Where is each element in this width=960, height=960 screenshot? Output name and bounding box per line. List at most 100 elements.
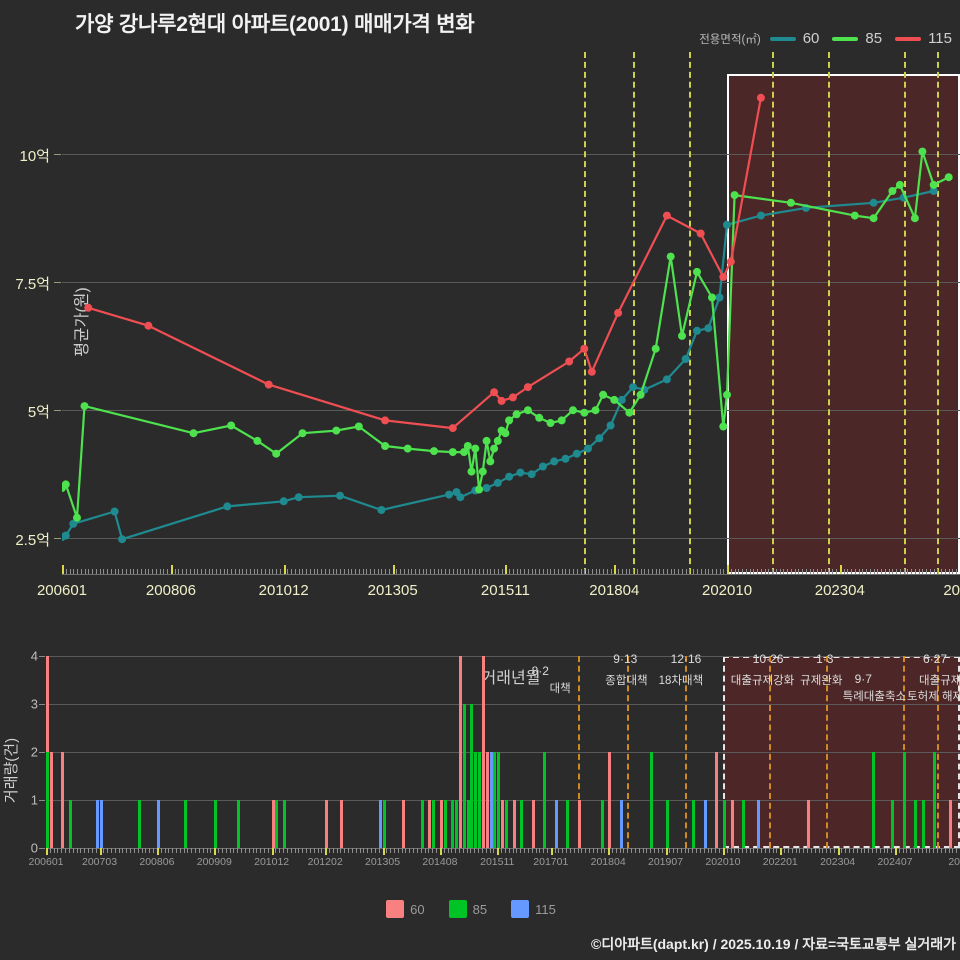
volume-bar[interactable] <box>715 752 719 848</box>
volume-bar[interactable] <box>401 800 405 848</box>
volume-bar[interactable] <box>459 656 463 848</box>
volume-bar[interactable] <box>283 800 287 848</box>
volume-bar[interactable] <box>757 800 761 848</box>
volume-bar[interactable] <box>466 800 470 848</box>
price-point-60[interactable] <box>223 502 232 511</box>
price-point-115[interactable] <box>523 383 532 392</box>
price-point-115[interactable] <box>614 308 623 317</box>
price-point-60[interactable] <box>715 293 724 302</box>
price-point-85[interactable] <box>651 344 660 353</box>
price-point-85[interactable] <box>546 419 555 427</box>
price-point-85[interactable] <box>490 444 499 453</box>
volume-bar[interactable] <box>512 800 516 848</box>
price-point-60[interactable] <box>279 497 288 506</box>
volume-bar[interactable] <box>68 800 72 848</box>
volume-legend-label-85[interactable]: 85 <box>472 901 488 917</box>
price-point-85[interactable] <box>80 402 89 411</box>
price-point-60[interactable] <box>704 324 713 333</box>
volume-bar[interactable] <box>600 800 604 848</box>
volume-bar[interactable] <box>378 800 382 848</box>
volume-bar[interactable] <box>608 752 612 848</box>
volume-bar[interactable] <box>531 800 535 848</box>
volume-bar[interactable] <box>95 800 99 848</box>
price-point-85[interactable] <box>610 395 619 404</box>
volume-bar[interactable] <box>481 656 485 848</box>
volume-bar[interactable] <box>439 800 443 848</box>
volume-bar[interactable] <box>543 752 547 848</box>
price-point-60[interactable] <box>445 490 453 499</box>
legend-label-115[interactable]: 115 <box>928 30 952 47</box>
price-point-85[interactable] <box>403 444 412 453</box>
price-point-85[interactable] <box>62 484 66 492</box>
price-point-85[interactable] <box>227 421 236 430</box>
volume-bar[interactable] <box>948 800 952 848</box>
price-point-60[interactable] <box>69 519 78 528</box>
volume-bar[interactable] <box>420 800 424 848</box>
volume-bar[interactable] <box>501 800 505 848</box>
volume-bar[interactable] <box>891 800 895 848</box>
volume-bar[interactable] <box>504 800 508 848</box>
price-point-85[interactable] <box>535 413 544 422</box>
price-point-85[interactable] <box>253 436 262 445</box>
price-point-85[interactable] <box>381 442 390 450</box>
price-point-85[interactable] <box>272 449 281 458</box>
price-point-85[interactable] <box>62 480 70 489</box>
price-point-60[interactable] <box>662 375 671 384</box>
volume-bar[interactable] <box>478 752 482 848</box>
price-point-115[interactable] <box>565 357 574 366</box>
price-point-85[interactable] <box>512 410 521 419</box>
volume-bar[interactable] <box>46 752 49 848</box>
volume-bar[interactable] <box>382 800 386 848</box>
volume-bar[interactable] <box>428 800 432 848</box>
price-point-85[interactable] <box>460 448 468 457</box>
volume-legend-label-60[interactable]: 60 <box>410 901 425 917</box>
price-point-85[interactable] <box>505 416 514 425</box>
price-point-85[interactable] <box>501 429 510 438</box>
price-point-60[interactable] <box>595 434 604 443</box>
price-point-60[interactable] <box>538 462 547 471</box>
volume-legend-label-115[interactable]: 115 <box>535 901 556 917</box>
volume-bar[interactable] <box>665 800 669 848</box>
price-point-60[interactable] <box>456 493 465 502</box>
price-point-115[interactable] <box>497 396 506 405</box>
price-point-85[interactable] <box>298 429 307 438</box>
volume-bar[interactable] <box>650 752 654 848</box>
price-point-85[interactable] <box>463 442 472 450</box>
price-point-60[interactable] <box>617 395 626 404</box>
price-point-60[interactable] <box>294 493 303 502</box>
volume-bar[interactable] <box>921 800 925 848</box>
legend-label-60[interactable]: 60 <box>802 30 820 47</box>
volume-bar[interactable] <box>451 800 455 848</box>
volume-bar[interactable] <box>470 704 474 848</box>
price-point-60[interactable] <box>471 486 480 495</box>
price-point-115[interactable] <box>448 424 457 433</box>
volume-bar[interactable] <box>520 800 524 848</box>
volume-bar[interactable] <box>914 800 918 848</box>
price-point-60[interactable] <box>377 506 386 514</box>
volume-bar[interactable] <box>730 800 734 848</box>
price-point-60[interactable] <box>516 468 525 477</box>
price-point-85[interactable] <box>636 390 645 399</box>
volume-bar[interactable] <box>493 752 497 848</box>
volume-bar[interactable] <box>474 752 478 848</box>
volume-bar[interactable] <box>432 800 436 848</box>
price-point-85[interactable] <box>430 447 438 456</box>
volume-bar[interactable] <box>237 800 241 848</box>
price-point-60[interactable] <box>118 535 127 544</box>
price-point-85[interactable] <box>189 429 198 438</box>
volume-bar[interactable] <box>933 752 937 848</box>
price-point-60[interactable] <box>505 472 514 481</box>
price-point-85[interactable] <box>448 448 457 457</box>
price-point-60[interactable] <box>561 454 570 463</box>
volume-bar[interactable] <box>137 800 141 848</box>
volume-bar[interactable] <box>497 752 501 848</box>
volume-bar[interactable] <box>156 800 160 848</box>
volume-bar[interactable] <box>61 752 65 848</box>
price-point-85[interactable] <box>73 513 81 522</box>
price-point-85[interactable] <box>475 485 484 494</box>
price-point-60[interactable] <box>493 478 502 487</box>
volume-bar[interactable] <box>485 752 489 848</box>
volume-bar[interactable] <box>271 800 275 848</box>
price-point-60[interactable] <box>550 457 559 466</box>
price-point-85[interactable] <box>332 426 341 435</box>
